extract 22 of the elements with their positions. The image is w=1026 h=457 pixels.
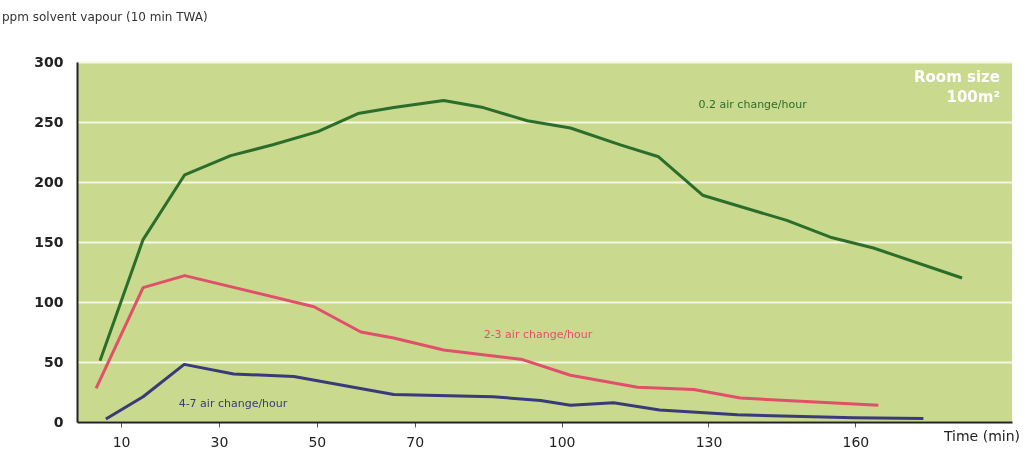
x-axis-title: Time (min) xyxy=(942,428,1020,444)
y-axis-title: ppm solvent vapour (10 min TWA) xyxy=(2,10,208,24)
y-tick-label: 250 xyxy=(34,113,64,130)
y-tick-label: 150 xyxy=(34,233,64,250)
x-tick-label: 30 xyxy=(210,433,229,450)
x-tick-label: 130 xyxy=(695,433,723,450)
series-label: 2-3 air change/hour xyxy=(483,328,593,341)
y-tick-label: 200 xyxy=(34,173,64,190)
x-tick-label: 70 xyxy=(406,433,425,450)
y-tick-label: 300 xyxy=(34,53,64,70)
y-tick-label: 50 xyxy=(44,353,64,370)
y-tick-label: 100 xyxy=(34,293,64,310)
line-series xyxy=(104,362,925,421)
x-tick-label: 160 xyxy=(842,433,870,450)
text: 0.2 air change/hour xyxy=(698,97,808,111)
x-tick-label: 10 xyxy=(112,433,131,450)
x-tick-label: 100 xyxy=(548,433,576,450)
series-label: 4-7 air change/hour xyxy=(178,397,288,410)
x-tick-label: 50 xyxy=(308,433,327,450)
annotation: Room size 100m² xyxy=(914,68,1000,106)
y-tick-label: 0 xyxy=(53,413,64,430)
line-series xyxy=(94,274,880,407)
